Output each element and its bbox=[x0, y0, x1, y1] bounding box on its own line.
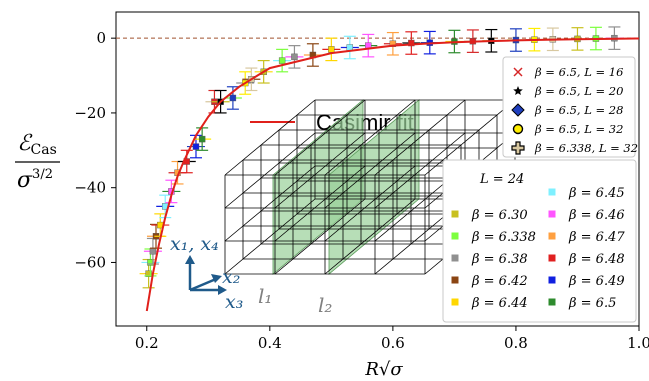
legend-bottom-entry: β = 6.30 bbox=[471, 208, 528, 223]
axis-x2-label: x₂ bbox=[222, 266, 240, 288]
axis-x1-x4-label: x₁, x₄ bbox=[170, 233, 219, 255]
legend-bottom-entry: β = 6.46 bbox=[568, 208, 625, 223]
axis-x1-arrowhead bbox=[185, 255, 195, 264]
x-tick-label: 0.4 bbox=[258, 334, 282, 352]
data-point bbox=[291, 53, 298, 61]
lattice-depth-line bbox=[224, 99, 316, 176]
legend-marker bbox=[451, 276, 459, 284]
data-point bbox=[145, 270, 152, 277]
x-tick-label: 1.0 bbox=[627, 334, 649, 352]
lattice-l1-label: l₁ bbox=[258, 284, 272, 308]
y-tick-label: −40 bbox=[74, 179, 106, 197]
legend-marker bbox=[451, 210, 459, 218]
legend-marker bbox=[451, 298, 459, 306]
lattice-depth-line bbox=[224, 198, 316, 275]
legend-top-frame bbox=[502, 56, 636, 158]
legend-bottom: L = 24 β = 6.30 β = 6.338 β = 6.38 β = 6.42 β… bbox=[442, 159, 637, 323]
legend-marker bbox=[513, 86, 523, 95]
plot-area: 0.20.40.60.81.00−20−40−60Casimir fitl₁l₂… bbox=[74, 11, 649, 352]
axis-x3-arrowhead bbox=[218, 285, 227, 295]
legend-bottom-entry: β = 6.5 bbox=[568, 296, 616, 311]
lattice-depth-line bbox=[374, 132, 466, 209]
x-tick-label: 0.8 bbox=[504, 334, 528, 352]
y-axis-label-numerator: ℰCas bbox=[17, 131, 57, 158]
legend-bottom-entry: β = 6.42 bbox=[471, 274, 528, 289]
data-point bbox=[149, 248, 157, 255]
data-point bbox=[192, 143, 200, 150]
y-tick-label: −20 bbox=[74, 104, 106, 122]
legend-marker bbox=[548, 210, 556, 218]
lattice-depth-line bbox=[374, 99, 466, 176]
y-tick-label: 0 bbox=[96, 29, 106, 47]
legend-bottom-title: L = 24 bbox=[479, 172, 524, 187]
data-point bbox=[229, 94, 237, 102]
legend-bottom-entry: β = 6.49 bbox=[568, 274, 625, 289]
lattice-depth-line bbox=[274, 99, 366, 176]
data-point bbox=[328, 46, 335, 53]
lattice-depth-line bbox=[324, 99, 416, 176]
legend-marker bbox=[513, 67, 523, 77]
legend-marker bbox=[548, 232, 556, 240]
lattice-depth-line bbox=[274, 132, 366, 209]
legend-marker bbox=[548, 254, 556, 262]
data-point bbox=[389, 40, 397, 47]
axis-x2-arrow bbox=[189, 277, 217, 292]
legend-top-entry: β = 6.5, L = 16 bbox=[534, 65, 623, 79]
lattice-l2-label: l₂ bbox=[318, 293, 332, 317]
axis-x2-arrowhead bbox=[211, 274, 222, 283]
lattice-depth-line bbox=[324, 132, 416, 209]
legend-bottom-entry: β = 6.47 bbox=[568, 230, 625, 245]
axis-x3-label: x₃ bbox=[225, 291, 243, 313]
legend-top: β = 6.5, L = 16 β = 6.5, L = 20 β = 6.5, L… bbox=[502, 56, 638, 158]
legend-bottom-frame bbox=[442, 159, 637, 323]
lattice-depth-line bbox=[424, 99, 516, 176]
data-point bbox=[198, 135, 206, 143]
legend-marker bbox=[511, 141, 525, 155]
data-point bbox=[278, 57, 286, 64]
legend-marker bbox=[511, 103, 525, 117]
x-axis-label: R√σ bbox=[364, 359, 403, 380]
lattice-depth-line bbox=[324, 198, 416, 275]
x-tick-label: 0.6 bbox=[381, 334, 405, 352]
legend-marker bbox=[548, 276, 556, 284]
legend-marker bbox=[548, 188, 556, 196]
legend-bottom-entry: β = 6.38 bbox=[471, 252, 528, 267]
legend-bottom-entry: β = 6.45 bbox=[568, 186, 625, 201]
legend-marker bbox=[451, 232, 459, 240]
lattice-depth-line bbox=[224, 132, 316, 209]
legend-top-entry: β = 6.5, L = 20 bbox=[534, 84, 623, 98]
y-tick-label: −60 bbox=[74, 253, 106, 271]
data-point bbox=[408, 39, 415, 47]
x-tick-label: 0.2 bbox=[135, 334, 159, 352]
legend-bottom-entry: β = 6.338 bbox=[471, 230, 536, 245]
legend-marker bbox=[548, 298, 556, 306]
legend-top-entry: β = 6.338, L = 32 bbox=[534, 141, 638, 155]
y-axis-label: ℰCas σ3/2 bbox=[15, 131, 60, 193]
lattice-depth-line bbox=[324, 165, 416, 242]
legend-marker bbox=[512, 123, 524, 135]
legend-top-entry: β = 6.5, L = 28 bbox=[534, 103, 623, 117]
lattice-depth-line bbox=[224, 165, 316, 242]
lattice-depth-line bbox=[274, 165, 366, 242]
legend-marker bbox=[451, 254, 459, 262]
plot-frame bbox=[115, 11, 640, 327]
lattice-depth-line bbox=[274, 198, 366, 275]
data-point bbox=[346, 44, 354, 51]
legend-bottom-entry: β = 6.44 bbox=[471, 296, 528, 311]
legend-bottom-entry: β = 6.48 bbox=[568, 252, 625, 267]
y-axis-label-denominator: σ3/2 bbox=[17, 167, 53, 193]
casimir-fit-curve bbox=[145, 37, 640, 312]
legend-top-entry: β = 6.5, L = 32 bbox=[534, 122, 623, 136]
